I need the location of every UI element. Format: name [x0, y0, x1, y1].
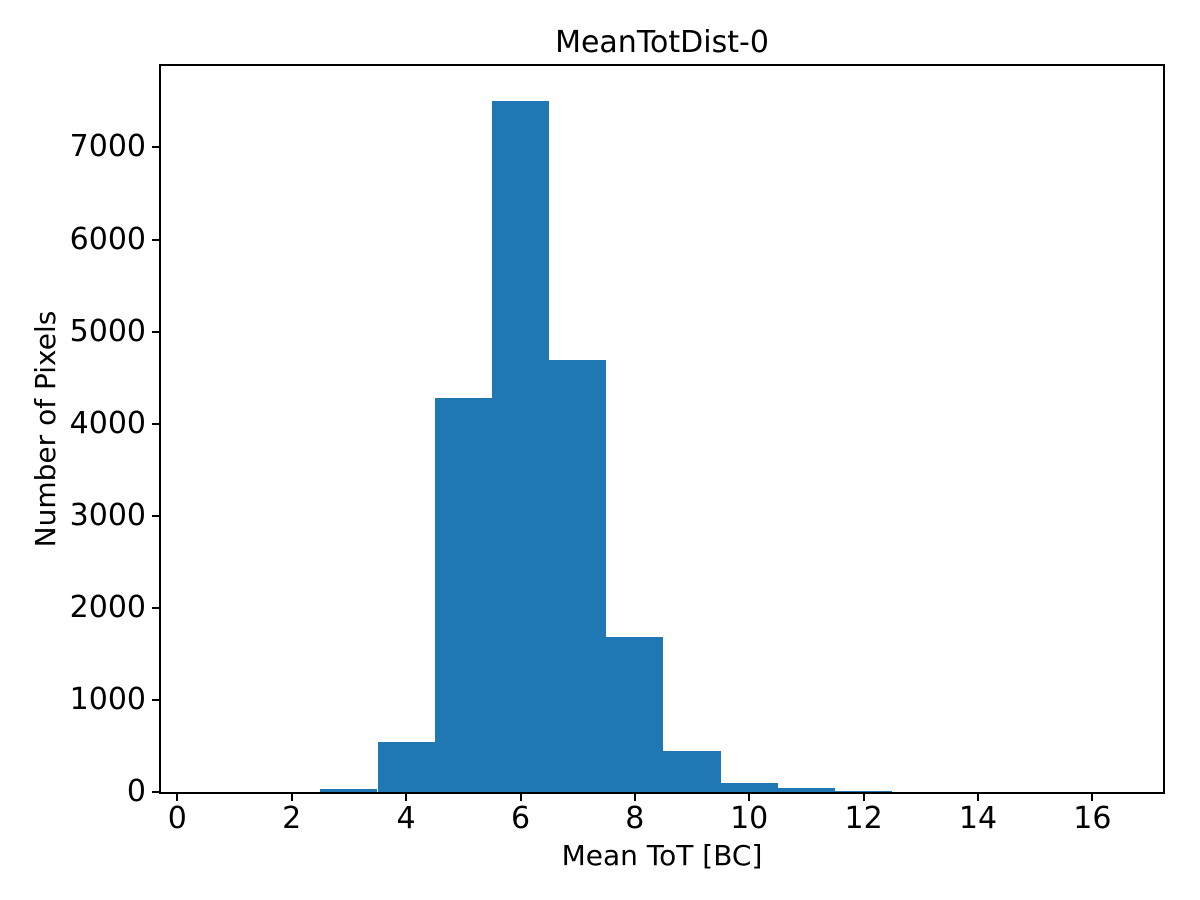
- x-tick-mark: [290, 794, 293, 801]
- x-tick-label: 4: [396, 801, 416, 836]
- x-tick-label: 2: [282, 801, 302, 836]
- x-tick-label: 16: [1073, 801, 1112, 836]
- x-tick-mark: [977, 794, 979, 801]
- y-tick-label: 2000: [69, 589, 146, 625]
- y-tick-mark: [152, 698, 159, 701]
- histogram-bar: [835, 790, 893, 792]
- x-tick-label: 10: [730, 801, 769, 836]
- x-tick-label: 12: [844, 801, 883, 836]
- histogram-bar: [663, 751, 721, 792]
- y-tick-label: 4000: [69, 405, 146, 441]
- histogram-bar: [720, 782, 778, 792]
- plot-area: [159, 64, 1165, 794]
- x-tick-mark: [862, 794, 865, 801]
- y-tick-label: 3000: [69, 497, 146, 533]
- chart-title: MeanTotDist-0: [555, 25, 769, 60]
- y-tick-label: 6000: [69, 221, 146, 257]
- y-axis-label: Number of Pixels: [29, 310, 62, 548]
- y-tick-label: 5000: [69, 313, 146, 349]
- y-tick-label: 0: [126, 774, 146, 809]
- y-tick-mark: [152, 330, 159, 333]
- histogram-bar: [549, 360, 607, 792]
- histogram-bar: [320, 789, 378, 792]
- histogram-bar: [434, 397, 492, 792]
- x-tick-mark: [405, 794, 408, 801]
- y-tick-label: 1000: [69, 681, 146, 717]
- x-tick-mark: [748, 794, 751, 801]
- histogram-bar: [377, 741, 435, 792]
- histogram-bar: [491, 101, 550, 792]
- x-tick-mark: [633, 794, 636, 801]
- y-tick-mark: [152, 146, 159, 149]
- x-tick-label: 14: [958, 801, 998, 836]
- y-tick-mark: [152, 791, 159, 793]
- y-tick-mark: [152, 422, 159, 425]
- x-tick-label: 6: [510, 801, 531, 836]
- histogram-bar: [606, 637, 664, 792]
- x-tick-label: 0: [167, 801, 187, 836]
- x-tick-mark: [519, 794, 522, 801]
- y-tick-mark: [152, 606, 159, 609]
- histogram-bar: [777, 788, 835, 792]
- x-tick-label: 8: [625, 801, 645, 836]
- x-tick-mark: [176, 794, 179, 801]
- x-axis-label: Mean ToT [BC]: [561, 839, 763, 872]
- y-tick-mark: [152, 514, 159, 517]
- x-tick-mark: [1091, 794, 1094, 801]
- y-tick-mark: [152, 238, 159, 241]
- y-tick-label: 7000: [69, 129, 146, 165]
